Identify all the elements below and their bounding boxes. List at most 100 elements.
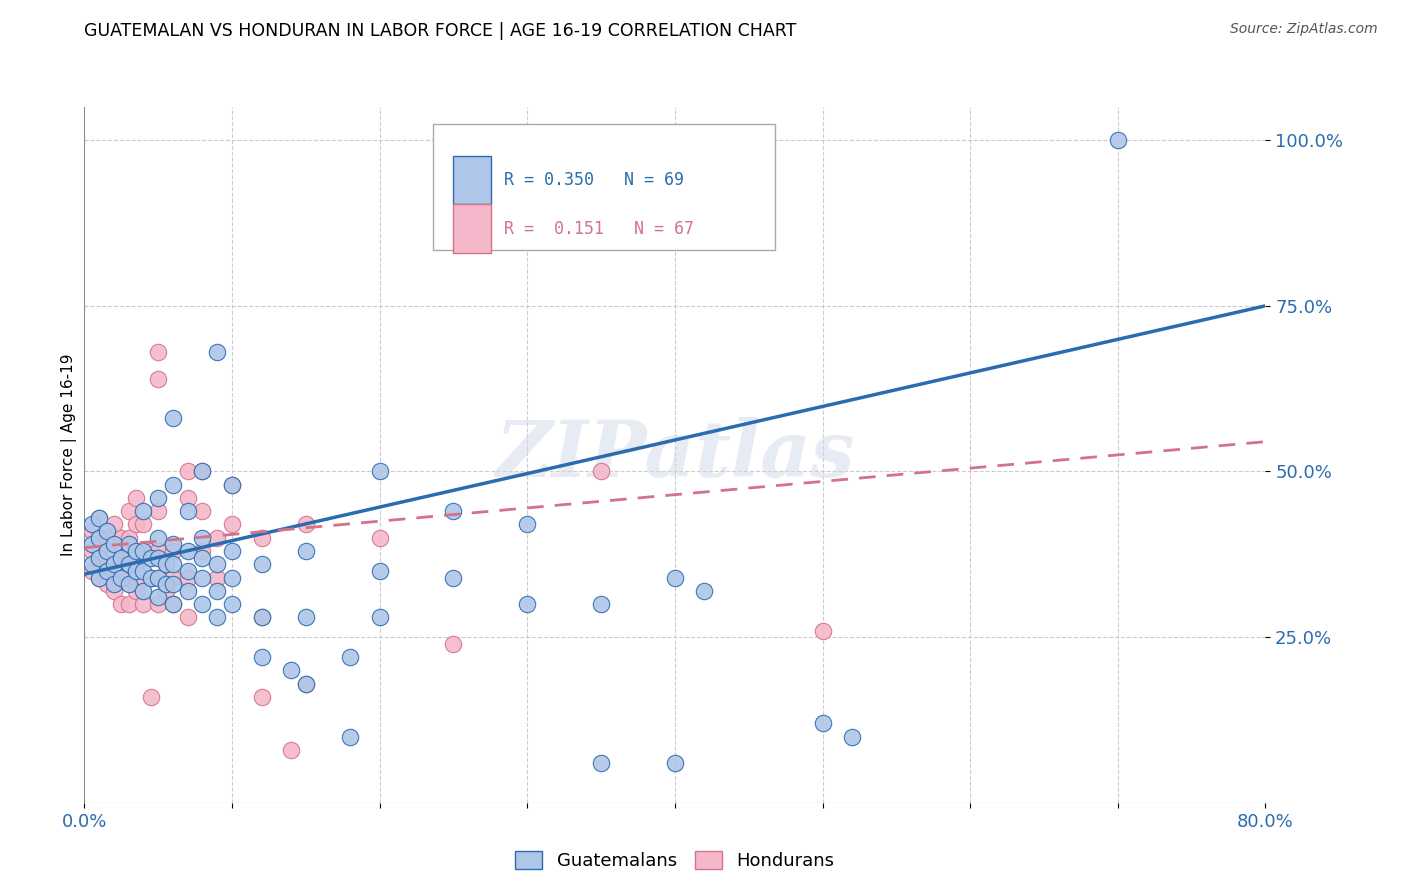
Point: [516, 517, 538, 532]
Point: [295, 676, 318, 690]
FancyBboxPatch shape: [433, 124, 775, 250]
Point: [103, 517, 125, 532]
Point: [96, 558, 118, 572]
Point: [221, 570, 243, 584]
Point: [80, 564, 103, 578]
Point: [110, 570, 132, 584]
Point: [162, 544, 184, 558]
Point: [205, 558, 228, 572]
Point: [87, 511, 111, 525]
Point: [162, 577, 184, 591]
Point: [155, 558, 177, 572]
Point: [125, 564, 148, 578]
Point: [191, 570, 214, 584]
Point: [103, 537, 125, 551]
Text: GUATEMALAN VS HONDURAN IN LABOR FORCE | AGE 16-19 CORRELATION CHART: GUATEMALAN VS HONDURAN IN LABOR FORCE | …: [84, 22, 797, 40]
Point: [110, 570, 132, 584]
Point: [80, 558, 103, 572]
Point: [441, 637, 464, 651]
Point: [148, 591, 170, 605]
Point: [110, 550, 132, 565]
Point: [250, 531, 273, 545]
Point: [125, 517, 148, 532]
Point: [87, 531, 111, 545]
Point: [664, 756, 686, 770]
Point: [125, 491, 148, 505]
Point: [96, 577, 118, 591]
Point: [191, 597, 214, 611]
Point: [148, 345, 170, 359]
Point: [191, 544, 214, 558]
Point: [441, 504, 464, 518]
Point: [191, 465, 214, 479]
Point: [132, 570, 155, 584]
Point: [221, 517, 243, 532]
Point: [221, 477, 243, 491]
Point: [87, 511, 111, 525]
Point: [148, 570, 170, 584]
Point: [295, 544, 318, 558]
Y-axis label: In Labor Force | Age 16-19: In Labor Force | Age 16-19: [62, 353, 77, 557]
Point: [96, 531, 118, 545]
Point: [591, 756, 613, 770]
Bar: [453, 204, 491, 253]
Point: [811, 624, 834, 638]
Point: [139, 550, 162, 565]
Point: [162, 477, 184, 491]
Point: [80, 537, 103, 551]
Point: [591, 597, 613, 611]
Point: [132, 544, 155, 558]
Point: [177, 491, 200, 505]
Point: [87, 558, 111, 572]
Point: [205, 345, 228, 359]
Point: [693, 583, 716, 598]
Point: [191, 465, 214, 479]
Point: [148, 550, 170, 565]
Point: [148, 544, 170, 558]
Point: [103, 564, 125, 578]
Point: [118, 550, 141, 565]
Point: [664, 570, 686, 584]
Bar: [453, 156, 491, 204]
Point: [118, 597, 141, 611]
Point: [191, 550, 214, 565]
Point: [125, 583, 148, 598]
Point: [110, 550, 132, 565]
Point: [80, 544, 103, 558]
Point: [148, 504, 170, 518]
Point: [139, 544, 162, 558]
Point: [80, 517, 103, 532]
Point: [177, 544, 200, 558]
Text: R = 0.350   N = 69: R = 0.350 N = 69: [503, 171, 683, 189]
Point: [339, 730, 361, 744]
Point: [148, 491, 170, 505]
Point: [191, 531, 214, 545]
Point: [221, 477, 243, 491]
Point: [221, 544, 243, 558]
Point: [295, 517, 318, 532]
Point: [132, 544, 155, 558]
Point: [191, 504, 214, 518]
Point: [841, 730, 863, 744]
Point: [205, 610, 228, 624]
Point: [132, 597, 155, 611]
Legend: Guatemalans, Hondurans: Guatemalans, Hondurans: [508, 844, 842, 877]
Point: [132, 583, 155, 598]
Point: [125, 544, 148, 558]
Point: [87, 570, 111, 584]
Point: [295, 610, 318, 624]
Point: [118, 537, 141, 551]
Point: [280, 663, 302, 677]
Point: [155, 558, 177, 572]
Point: [139, 690, 162, 704]
Point: [103, 583, 125, 598]
Point: [103, 577, 125, 591]
Point: [250, 558, 273, 572]
Text: ZIPatlas: ZIPatlas: [495, 417, 855, 493]
Point: [155, 583, 177, 598]
Point: [132, 504, 155, 518]
Point: [162, 537, 184, 551]
Point: [110, 531, 132, 545]
Point: [103, 544, 125, 558]
Point: [118, 570, 141, 584]
